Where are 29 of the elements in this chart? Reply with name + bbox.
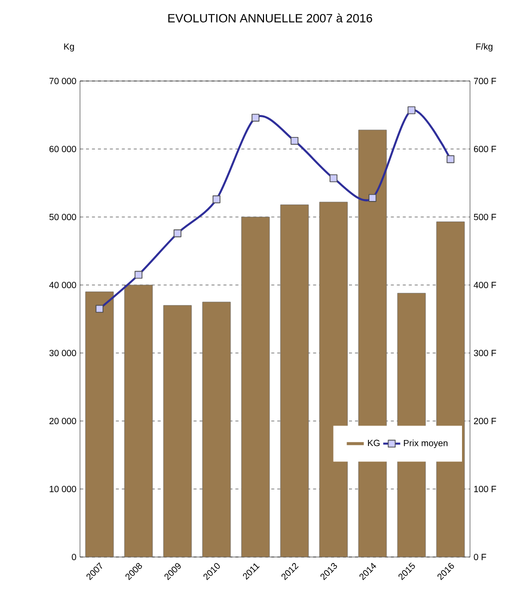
y2-tick-label: 600 F (474, 146, 496, 152)
y2-tick-label: 700 F (474, 78, 496, 84)
y-axis-title: Kg (64, 43, 74, 52)
bar (358, 130, 387, 557)
bar (124, 284, 153, 557)
y-tick-label: 20 000 (50, 418, 76, 424)
y-tick-label: 60 000 (50, 146, 76, 152)
y2-tick-label: 500 F (474, 214, 496, 220)
bar (241, 216, 270, 557)
y-tick-label: 70 000 (50, 78, 76, 84)
y2-tick-label: 0 F (474, 554, 486, 560)
y-tick-label: 50 000 (49, 214, 76, 220)
y2-axis-title: F/kg (476, 43, 492, 52)
y2-tick-label: 100 F (474, 486, 496, 492)
bar (85, 292, 114, 557)
bar (280, 204, 309, 557)
y2-tick-label: 300 F (474, 350, 496, 356)
y-tick-label: 0 (72, 554, 76, 560)
y-tick-label: 30 000 (49, 350, 76, 356)
y2-tick-label: 200 F (474, 418, 496, 424)
y2-tick-label: 400 F (474, 282, 496, 288)
bar (163, 305, 192, 557)
y-tick-label: 40 000 (49, 282, 76, 288)
bar (202, 302, 231, 557)
bar (319, 202, 348, 557)
legend-label: KG (368, 440, 380, 446)
y-tick-label: 10 000 (50, 486, 76, 492)
chart-title: EVOLUTION ANNUELLE 2007 à 2016 (168, 14, 372, 22)
legend-label: Prix moyen (404, 440, 448, 448)
